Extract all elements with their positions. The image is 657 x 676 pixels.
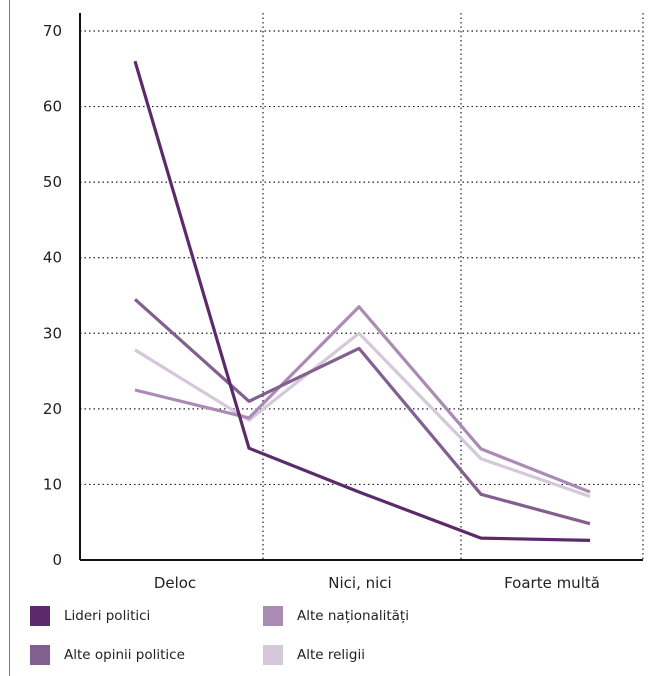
legend-item-alte-opinii-politice: Alte opinii politice bbox=[30, 643, 185, 667]
series-line-0 bbox=[133, 60, 591, 542]
grid-lines bbox=[80, 13, 644, 560]
legend-label: Alte naționalități bbox=[297, 608, 409, 624]
x-tick-label: Nici, nici bbox=[328, 574, 391, 592]
line-chart: 0 10 20 30 40 50 60 70 Deloc Nici, nici Foarte mu… bbox=[43, 13, 644, 592]
series-lines bbox=[133, 60, 591, 542]
y-tick-label-30: 30 bbox=[43, 324, 62, 342]
legend-swatch bbox=[263, 645, 283, 665]
y-tick-label-20: 20 bbox=[43, 400, 62, 418]
legend-swatch bbox=[263, 606, 283, 626]
x-axis-ticks: Deloc Nici, nici Foarte multă bbox=[154, 574, 600, 592]
y-tick-label-10: 10 bbox=[43, 475, 62, 493]
y-axis-ticks: 0 10 20 30 40 50 60 70 bbox=[43, 22, 62, 569]
y-tick-label-60: 60 bbox=[43, 98, 62, 116]
y-tick-label-40: 40 bbox=[43, 249, 62, 267]
legend-item-alte-religii: Alte religii bbox=[263, 643, 365, 667]
left-frame-line bbox=[9, 0, 10, 676]
series-line-2 bbox=[133, 298, 591, 526]
legend-item-alte-nationalitati: Alte naționalități bbox=[263, 604, 409, 628]
y-tick-label-70: 70 bbox=[43, 22, 62, 40]
y-tick-label-0: 0 bbox=[52, 551, 62, 569]
series-line-3 bbox=[134, 331, 591, 499]
legend-label: Alte opinii politice bbox=[64, 647, 185, 663]
legend-swatch bbox=[30, 606, 50, 626]
x-tick-label: Foarte multă bbox=[504, 574, 600, 592]
series-line-1 bbox=[134, 305, 591, 494]
axes bbox=[79, 13, 643, 561]
y-tick-label-50: 50 bbox=[43, 173, 62, 191]
legend-label: Alte religii bbox=[297, 647, 366, 663]
legend: Lideri politici Alte naționalități Alte … bbox=[0, 596, 657, 676]
legend-label: Lideri politici bbox=[64, 608, 151, 624]
legend-swatch bbox=[30, 645, 50, 665]
legend-item-lideri-politici: Lideri politici bbox=[30, 604, 150, 628]
x-tick-label: Deloc bbox=[154, 574, 196, 592]
